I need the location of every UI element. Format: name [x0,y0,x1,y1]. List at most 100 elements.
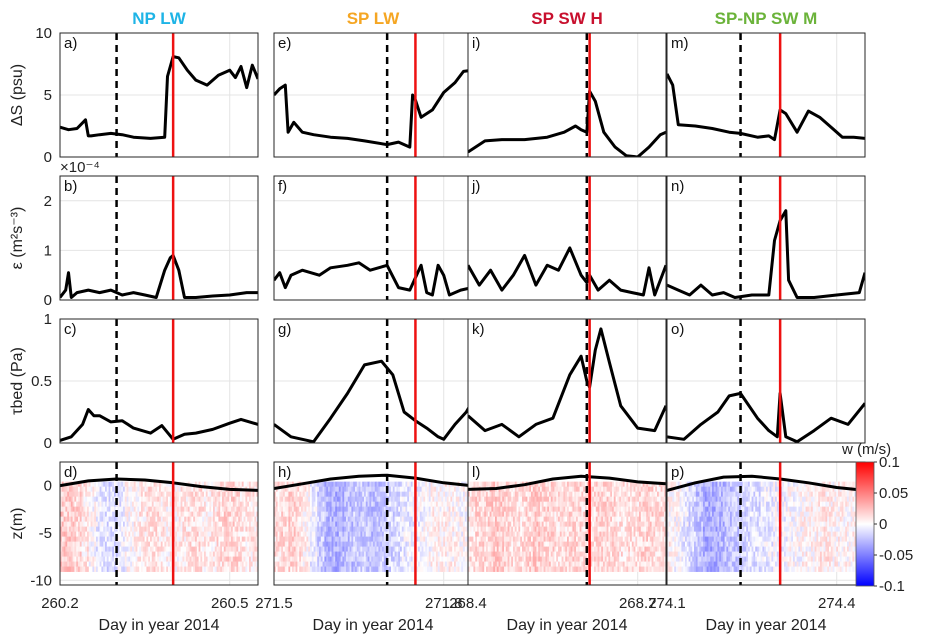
heatmap-cell [252,491,255,498]
heatmap-cell [220,491,223,498]
heatmap-cell [70,501,73,508]
heatmap-cell [493,516,496,522]
heatmap-cell [207,521,210,527]
heatmap-cell [400,546,403,552]
heatmap-cell [369,541,372,547]
epsilon-line [468,246,666,297]
heatmap-cell [297,551,300,557]
panel-label: j) [471,178,480,195]
heatmap-cell [311,521,314,527]
heatmap-cell [529,511,532,518]
heatmap-cell [543,511,546,518]
heatmap-cell [114,511,117,518]
heatmap-cell [410,486,413,493]
heatmap-cell [200,541,203,547]
heatmap-cell [164,506,167,513]
heatmap-cell [218,546,221,552]
heatmap-cell [410,531,413,537]
heatmap-cell [446,561,449,567]
heatmap-cell [186,516,189,522]
heatmap-cell [401,506,404,513]
heatmap-cell [205,486,208,493]
heatmap-cell [383,546,386,552]
heatmap-cell [274,561,277,567]
heatmap-cell [448,521,451,527]
heatmap-cell [94,561,97,567]
heatmap-cell [141,546,144,552]
heatmap-cell [432,536,435,542]
heatmap-cell [232,516,235,522]
heatmap-cell [135,551,138,557]
heatmap-cell [223,501,226,508]
heatmap-cell [441,496,444,503]
heatmap-cell [283,531,286,537]
heatmap-cell [103,546,106,552]
heatmap-cell [275,511,278,518]
heatmap-cell [403,541,406,547]
heatmap-cell [243,496,246,503]
heatmap-cell [469,481,472,488]
heatmap-cell [355,551,358,557]
heatmap-cell [487,556,490,562]
heatmap-cell [105,536,108,542]
heatmap-cell [63,526,66,532]
heatmap-cell [200,536,203,542]
heatmap-cell [135,491,138,498]
heatmap-cell [416,511,419,518]
heatmap-cell [427,531,430,537]
heatmap-cell [175,526,178,532]
heatmap-cell [498,561,501,567]
heatmap-cell [335,521,338,527]
heatmap-cell [79,501,82,508]
heatmap-cell [511,526,514,532]
heatmap-cell [439,531,442,537]
heatmap-cell [319,541,322,547]
heatmap-cell [430,536,433,542]
heatmap-cell [317,501,320,508]
heatmap-cell [329,481,332,488]
heatmap-cell [302,521,305,527]
heatmap-cell [195,526,198,532]
heatmap-cell [146,496,149,503]
heatmap-cell [214,501,217,508]
heatmap-cell [547,566,550,572]
heatmap-cell [471,531,474,537]
heatmap-cell [225,506,228,513]
heatmap-cell [550,496,553,503]
heatmap-cell [346,506,349,513]
heatmap-cell [473,556,476,562]
heatmap-cell [168,511,171,518]
heatmap-cell [547,561,550,567]
heatmap-cell [344,501,347,508]
heatmap-cell [240,516,243,522]
heatmap-cell [534,511,537,518]
heatmap-cell [229,541,232,547]
heatmap-cell [387,506,390,513]
heatmap-cell [507,481,510,488]
heatmap-cell [236,566,239,572]
heatmap-cell [398,511,401,518]
heatmap-cell [346,521,349,527]
heatmap-cell [448,541,451,547]
heatmap-cell [439,546,442,552]
heatmap-cell [205,526,208,532]
heatmap-cell [133,541,136,547]
heatmap-cell [216,526,219,532]
heatmap-cell [87,526,90,532]
heatmap-cell [326,516,329,522]
heatmap-cell [527,561,530,567]
heatmap-cell [164,566,167,572]
heatmap-cell [389,566,392,572]
heatmap-cell [76,546,79,552]
heatmap-cell [141,556,144,562]
heatmap-cell [227,516,230,522]
heatmap-cell [304,516,307,522]
heatmap-cell [218,506,221,513]
heatmap-cell [367,536,370,542]
heatmap-cell [211,556,214,562]
heatmap-cell [275,556,278,562]
heatmap-cell [288,561,291,567]
heatmap-cell [74,526,77,532]
heatmap-cell [293,566,296,572]
heatmap-cell [166,561,169,567]
